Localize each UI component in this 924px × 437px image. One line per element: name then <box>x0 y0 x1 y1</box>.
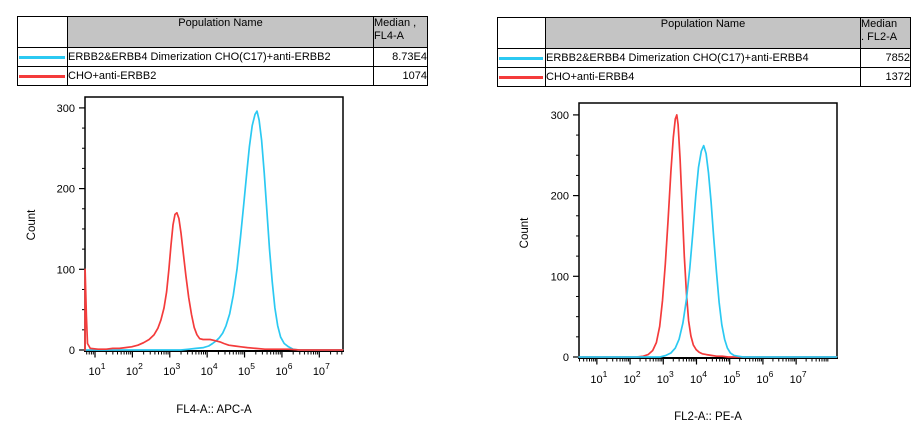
y-tick-label: 0 <box>563 352 569 364</box>
population-name: ERBB2&ERBB4 Dimerization CHO(C17)+anti-E… <box>67 47 374 67</box>
y-tick-label: 200 <box>57 184 75 196</box>
x-tick-label: 101 <box>590 369 607 386</box>
population-table-fl4: Population Name Median , FL4-A ERBB2&ERB… <box>17 16 428 86</box>
median-header-line1: Median , <box>374 17 417 30</box>
swatch-header-cell <box>17 16 68 48</box>
table-row: ERBB2&ERBB4 Dimerization CHO(C17)+anti-E… <box>17 47 428 67</box>
median-value: 1372 <box>860 67 911 87</box>
x-tick-label: 105 <box>238 361 255 378</box>
y-axis-title: Count <box>519 217 531 248</box>
median-value: 1074 <box>373 66 428 86</box>
x-tick-label: 101 <box>89 361 106 378</box>
median-header: Median . FL2-A <box>860 17 911 49</box>
x-tick-label: 107 <box>313 361 330 378</box>
y-tick-label: 200 <box>551 191 569 203</box>
x-axis-title: FL4-A:: APC-A <box>176 404 252 416</box>
swatch-header-cell <box>497 17 546 49</box>
population-color-swatch <box>19 74 65 78</box>
x-tick-label: 104 <box>690 369 707 386</box>
y-tick-label: 100 <box>57 264 75 276</box>
x-tick-label: 105 <box>723 369 740 386</box>
histogram-curve <box>84 211 344 351</box>
table-row: CHO+anti-ERBB2 1074 <box>17 66 428 86</box>
x-tick-label: 106 <box>275 361 292 378</box>
population-name: CHO+anti-ERBB4 <box>545 67 861 87</box>
histogram-curve <box>578 144 838 358</box>
x-tick-label: 102 <box>126 361 143 378</box>
table-row: CHO+anti-ERBB4 1372 <box>497 67 911 87</box>
median-header-line2: FL4-A <box>374 30 404 42</box>
x-tick-label: 104 <box>201 361 218 378</box>
y-tick-label: 300 <box>57 103 75 115</box>
x-tick-label: 106 <box>756 369 773 386</box>
x-tick-label: 107 <box>790 369 807 386</box>
y-tick-label: 100 <box>551 271 569 283</box>
median-header-line2: . FL2-A <box>861 31 898 43</box>
plot-frame <box>578 102 838 359</box>
x-axis-title: FL2-A:: PE-A <box>674 411 742 423</box>
population-color-swatch <box>499 75 543 79</box>
plot-frame <box>84 96 344 352</box>
y-tick-label: 0 <box>69 345 75 357</box>
table-row: ERBB2&ERBB4 Dimerization CHO(C17)+anti-E… <box>497 48 911 68</box>
y-axis-title: Count <box>26 209 38 240</box>
population-table-fl2: Population Name Median . FL2-A ERBB2&ERB… <box>497 17 911 87</box>
x-tick-label: 103 <box>657 369 674 386</box>
x-tick-label: 102 <box>624 369 641 386</box>
histogram-curve <box>84 110 344 351</box>
population-color-swatch <box>499 56 543 60</box>
x-tick-label: 103 <box>163 361 180 378</box>
median-header-line1: Median <box>861 18 898 31</box>
histogram-curve <box>578 114 838 358</box>
population-name-header: Population Name <box>545 17 861 49</box>
y-tick-label: 300 <box>551 110 569 122</box>
median-header: Median , FL4-A <box>373 16 428 48</box>
table-header-row: Population Name Median . FL2-A <box>497 17 911 49</box>
population-color-swatch <box>19 55 65 59</box>
